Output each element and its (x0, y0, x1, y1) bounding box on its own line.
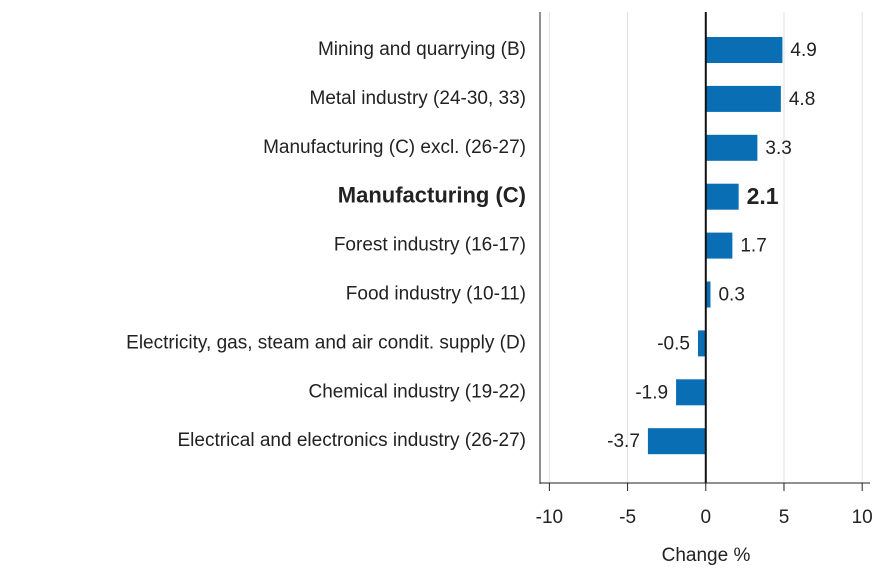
bar (705, 85, 781, 112)
bar (676, 379, 706, 406)
bar (697, 330, 706, 357)
y-tick-label: Food industry (10-11) (346, 284, 526, 305)
x-tick-label: 10 (852, 507, 873, 528)
bar (705, 134, 758, 161)
value-label: 0.3 (718, 285, 744, 306)
x-axis-label: Change % (662, 545, 751, 566)
value-label: 4.8 (789, 89, 815, 110)
y-tick-label: Forest industry (16-17) (334, 235, 526, 256)
y-tick-label: Electricity, gas, steam and air condit. … (126, 332, 526, 353)
value-label: 4.9 (790, 40, 816, 61)
y-tick-label: Mining and quarrying (B) (318, 39, 526, 60)
x-tick-label: -10 (536, 507, 563, 528)
y-tick-label: Manufacturing (C) excl. (26-27) (263, 137, 526, 158)
value-label: 1.7 (740, 236, 766, 257)
value-label: -1.9 (635, 382, 668, 403)
value-label: 2.1 (747, 183, 779, 209)
x-tick-label: -5 (619, 507, 636, 528)
bar (705, 232, 733, 259)
y-tick-label: Chemical industry (19-22) (308, 381, 526, 402)
value-label: -3.7 (607, 431, 640, 452)
y-tick-label: Electrical and electronics industry (26-… (178, 430, 527, 451)
bar (705, 37, 783, 63)
x-tick-label: 0 (700, 507, 711, 528)
value-label: -0.5 (657, 333, 690, 354)
bar (705, 183, 739, 210)
y-tick-label: Metal industry (24-30, 33) (310, 88, 527, 109)
bar (647, 428, 706, 455)
value-label: 3.3 (765, 138, 791, 159)
bar (705, 281, 711, 308)
y-tick-label: Manufacturing (C) (338, 183, 526, 208)
x-tick-label: 5 (779, 507, 790, 528)
